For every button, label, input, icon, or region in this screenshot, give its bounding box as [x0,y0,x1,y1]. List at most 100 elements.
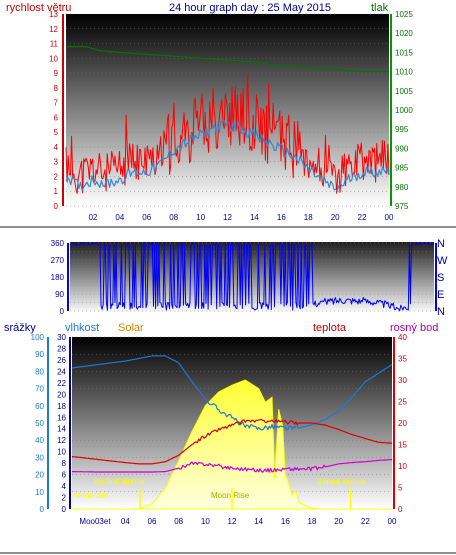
wind-mean-line [65,119,390,192]
time-axis-tick: 06 [142,213,151,222]
wind-axis-tick: 11 [50,40,59,49]
time-axis-tick: Moo03et [79,517,111,526]
humidity-axis-tick: 60 [35,402,44,411]
humidity-line [71,355,393,431]
pressure-axis-tick: 1025 [395,10,413,19]
time-axis-tick: 10 [196,213,205,222]
time-axis-tick: 12 [228,517,237,526]
wind-pressure-panel: 0123456789101112139759809859909951000100… [49,10,413,222]
time-axis-tick: 08 [174,517,183,526]
pressure-line [66,45,389,73]
moon-set-label: Moon Set [74,491,109,500]
temperature-axis-tick: 35 [398,355,407,364]
precip-axis-tick: 16 [57,413,66,422]
time-axis-tick: 20 [334,517,343,526]
wind-axis-tick: 5 [54,128,59,137]
precip-axis-tick: 24 [57,367,66,376]
time-axis-tick: 06 [148,517,157,526]
precip-label: srážky [4,322,36,334]
pressure-axis-tick: 975 [395,202,409,211]
wind-speed-label: rychlost větru [6,2,71,14]
time-axis-tick: 20 [331,213,340,222]
wind-axis-tick: 13 [49,10,58,19]
time-axis-tick: 16 [277,213,286,222]
sunrise-label: východ slunce [94,477,145,486]
pressure-axis-tick: 1010 [395,68,413,77]
temperature-axis-tick: 0 [398,505,403,514]
wind-axis-tick: 4 [54,143,59,152]
wind-axis-tick: 6 [54,113,59,122]
precip-axis-tick: 30 [57,333,66,342]
humidity-label: vlhkost [65,322,99,334]
humidity-axis-tick: 10 [35,488,44,497]
wind-axis-tick: 2 [54,172,59,181]
dewpoint-label: rosný bod [390,322,438,334]
time-axis-tick: 04 [115,213,124,222]
humidity-axis-tick: 40 [35,436,44,445]
humidity-axis-tick: 30 [35,453,44,462]
time-axis-tick: 14 [250,213,259,222]
humidity-axis-tick: 50 [35,419,44,428]
chart-title: 24 hour graph day : 25 May 2015 [169,2,331,14]
wind-axis-tick: 3 [54,158,59,167]
precip-axis-tick: 14 [57,425,66,434]
direction-compass-label: W [437,255,448,267]
wind-axis-tick: 10 [49,54,58,63]
precip-axis-tick: 8 [62,459,67,468]
precip-axis-tick: 26 [57,356,66,365]
time-axis-tick: 22 [361,517,370,526]
precip-axis-tick: 4 [62,482,67,491]
temperature-axis-tick: 15 [398,441,407,450]
precip-axis-tick: 18 [57,402,66,411]
wind-speed-line [65,69,390,194]
wind-axis-tick: 8 [54,84,59,93]
direction-compass-label: E [437,289,444,301]
pressure-label: tlak [371,2,389,14]
moon-rise-label: Moon Rise [211,491,250,500]
wind-axis-tick: 0 [54,202,59,211]
pressure-axis-tick: 1015 [395,48,413,57]
time-axis-tick: 18 [304,213,313,222]
temperature-label: teplota [313,322,347,334]
humidity-axis-tick: 20 [35,471,44,480]
wind-axis-tick: 1 [54,187,59,196]
temperature-axis-tick: 30 [398,376,407,385]
time-axis-tick: 08 [169,213,178,222]
time-axis-tick: 02 [88,213,97,222]
sunset-label: západ slunce [318,477,366,486]
humidity-axis-tick: 0 [40,505,45,514]
humidity-axis-tick: 80 [35,367,44,376]
wind-axis-tick: 7 [54,99,59,108]
temperature-axis-tick: 25 [398,398,407,407]
time-axis-tick: 22 [358,213,367,222]
precip-axis-tick: 6 [62,471,67,480]
time-axis-tick: 12 [223,213,232,222]
precip-axis-tick: 2 [62,494,67,503]
pressure-axis-tick: 1005 [395,87,413,96]
wind-axis-tick: 9 [54,69,59,78]
temperature-humidity-panel: 0102030405060708090100024681012141618202… [31,333,408,526]
precip-axis-tick: 10 [57,448,66,457]
pressure-axis-tick: 995 [395,125,409,134]
direction-axis-tick: 0 [60,307,65,316]
time-axis-tick: 00 [385,213,394,222]
precip-axis-tick: 28 [57,344,66,353]
direction-compass-label: N [437,306,445,318]
pressure-axis-tick: 1020 [395,29,413,38]
precip-axis-tick: 20 [57,390,66,399]
dewpoint-line [72,459,392,473]
humidity-axis-tick: 100 [31,333,45,342]
wind-direction-line [69,242,435,312]
temperature-line [71,418,393,465]
direction-axis-tick: 270 [51,256,65,265]
time-axis-tick: 16 [281,517,290,526]
time-axis-tick: 10 [201,517,210,526]
wind-axis-tick: 12 [49,25,58,34]
pressure-axis-tick: 1000 [395,106,413,115]
humidity-axis-tick: 70 [35,385,44,394]
temperature-axis-tick: 10 [398,462,407,471]
time-axis-tick: 18 [308,517,317,526]
time-axis-tick: 04 [121,517,130,526]
